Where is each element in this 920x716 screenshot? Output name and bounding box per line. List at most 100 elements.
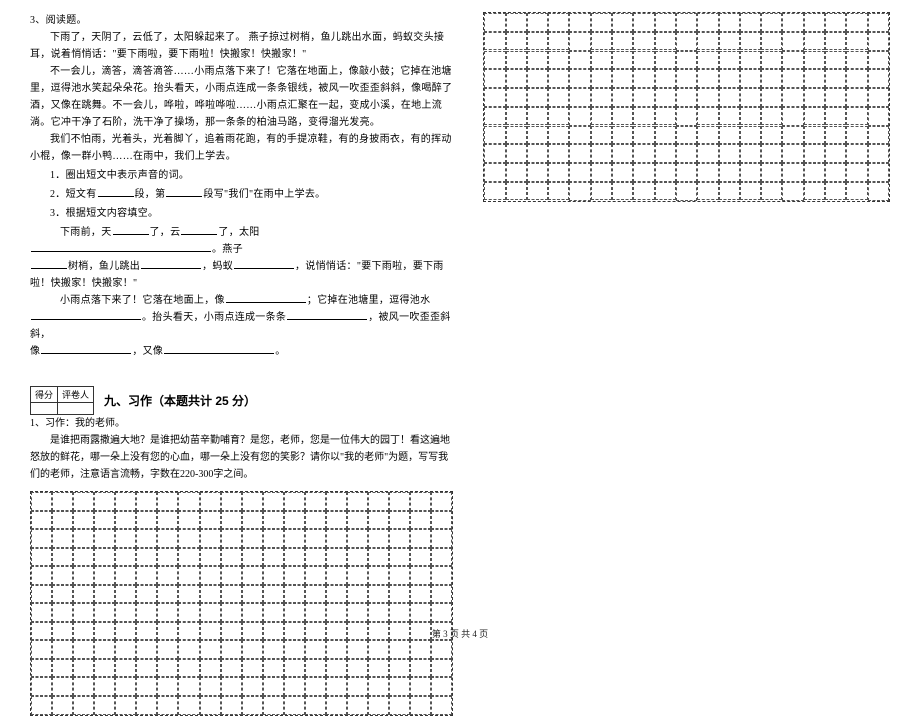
grid-cell [52, 603, 73, 622]
grid-cell [284, 492, 305, 511]
grid-cell [326, 492, 347, 511]
grid-cell [569, 69, 590, 88]
blank [41, 345, 131, 354]
grid-cell [31, 585, 52, 604]
reading-section: 3、阅读题。 下雨了，天阴了，云低了，太阳躲起来了。 燕子掠过树梢，鱼儿跳出水面… [30, 12, 453, 360]
grid-cell [389, 566, 410, 585]
grid-cell [548, 163, 569, 182]
grid-cell [569, 51, 590, 70]
grid-cell [94, 677, 115, 696]
grid-cell [612, 144, 633, 163]
grid-cell [569, 182, 590, 201]
grid-cell [527, 107, 548, 126]
grid-cell [94, 511, 115, 530]
grid-cell [697, 69, 718, 88]
writing-grid-right [483, 12, 890, 202]
grid-cell [612, 69, 633, 88]
grid-cell [157, 529, 178, 548]
grid-cell [347, 566, 368, 585]
grid-cell [548, 88, 569, 107]
text: ，蚂蚁 [202, 261, 233, 272]
grid-cell [612, 32, 633, 51]
grid-cell [612, 51, 633, 70]
grid-cell [368, 659, 389, 678]
grid-cell [804, 69, 825, 88]
grid-cell [761, 107, 782, 126]
grid-cell [527, 126, 548, 145]
grid-cell [825, 32, 846, 51]
grid-cell [633, 32, 654, 51]
grid-cell [221, 492, 242, 511]
grid-cell [305, 603, 326, 622]
grid-cell [410, 511, 431, 530]
grid-cell [782, 51, 803, 70]
grid-cell [697, 13, 718, 32]
grid-cell [569, 163, 590, 182]
grid-cell [284, 603, 305, 622]
grid-cell [73, 566, 94, 585]
grid-cell [410, 529, 431, 548]
grid-cell [73, 511, 94, 530]
grid-cell [655, 163, 676, 182]
grid-cell [52, 677, 73, 696]
text: 树梢，鱼儿跳出 [68, 261, 140, 272]
grid-cell [782, 88, 803, 107]
grid-cell [506, 51, 527, 70]
grid-cell [326, 511, 347, 530]
grid-cell [484, 88, 505, 107]
blank [113, 226, 149, 235]
grid-cell [655, 182, 676, 201]
grid-cell [368, 566, 389, 585]
grid-cell [655, 107, 676, 126]
blank [31, 260, 67, 269]
q2-c: 段写"我们"在雨中上学去。 [203, 189, 325, 200]
grid-cell [484, 107, 505, 126]
grid-cell [506, 163, 527, 182]
grid-cell [347, 529, 368, 548]
grid-cell [804, 32, 825, 51]
grid-cell [527, 69, 548, 88]
grid-cell [305, 659, 326, 678]
grid-cell [52, 511, 73, 530]
grid-cell [326, 585, 347, 604]
grid-cell [73, 585, 94, 604]
grid-cell [73, 548, 94, 567]
grid-cell [655, 126, 676, 145]
grid-cell [368, 677, 389, 696]
text: 小雨点落下来了！它落在地面上，像 [60, 295, 225, 306]
grid-cell [347, 659, 368, 678]
reading-p1: 下雨了，天阴了，云低了，太阳躲起来了。 燕子掠过树梢，鱼儿跳出水面，蚂蚁交头接耳… [30, 29, 453, 63]
grid-cell [825, 69, 846, 88]
q2-b: 段，第 [135, 189, 166, 200]
grid-cell [136, 529, 157, 548]
grid-cell [94, 603, 115, 622]
grid-cell [548, 69, 569, 88]
grid-cell [612, 107, 633, 126]
grid-cell [115, 585, 136, 604]
grid-cell [761, 13, 782, 32]
grid-cell [242, 529, 263, 548]
grid-cell [569, 107, 590, 126]
grid-cell [263, 585, 284, 604]
grid-cell [242, 511, 263, 530]
page-footer: 第 3 页 共 4 页 [0, 627, 920, 640]
grid-cell [431, 529, 452, 548]
fill-line-6: 。抬头看天，小雨点连成一条条，被风一吹歪歪斜斜， [30, 309, 453, 343]
grid-cell [676, 144, 697, 163]
grid-cell [846, 126, 867, 145]
grid-cell [633, 126, 654, 145]
grid-cell [200, 566, 221, 585]
grid-cell [484, 182, 505, 201]
grid-cell [52, 492, 73, 511]
grid-cell [782, 163, 803, 182]
grid-cell [761, 32, 782, 51]
grid-cell [431, 585, 452, 604]
grid-cell [676, 126, 697, 145]
grid-cell [761, 69, 782, 88]
grid-cell [868, 126, 889, 145]
grid-cell [804, 13, 825, 32]
grid-cell [157, 659, 178, 678]
grid-cell [200, 548, 221, 567]
grid-cell [263, 677, 284, 696]
grid-cell [242, 585, 263, 604]
